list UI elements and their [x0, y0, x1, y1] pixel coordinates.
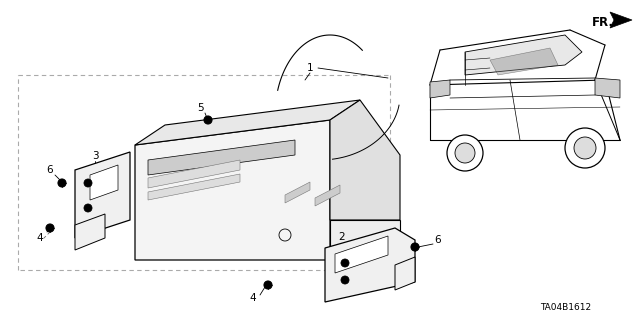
- Circle shape: [565, 128, 605, 168]
- Polygon shape: [75, 152, 130, 238]
- Polygon shape: [490, 48, 558, 75]
- Polygon shape: [465, 35, 582, 75]
- Circle shape: [84, 204, 92, 212]
- Polygon shape: [335, 236, 388, 273]
- Polygon shape: [285, 182, 310, 203]
- Text: 6: 6: [47, 165, 53, 175]
- Circle shape: [84, 179, 92, 187]
- Text: 1: 1: [307, 63, 314, 73]
- Polygon shape: [75, 214, 105, 250]
- Polygon shape: [395, 257, 415, 290]
- Polygon shape: [148, 140, 295, 175]
- Text: 3: 3: [92, 151, 99, 161]
- Polygon shape: [148, 174, 240, 200]
- Polygon shape: [90, 165, 118, 200]
- Text: 4: 4: [36, 233, 44, 243]
- Polygon shape: [330, 100, 400, 220]
- Circle shape: [447, 135, 483, 171]
- Circle shape: [574, 137, 596, 159]
- Circle shape: [264, 281, 272, 289]
- Text: 6: 6: [435, 235, 442, 245]
- Polygon shape: [135, 100, 360, 145]
- Circle shape: [341, 259, 349, 267]
- Circle shape: [411, 243, 419, 251]
- Polygon shape: [595, 78, 620, 98]
- Text: FR.: FR.: [592, 16, 614, 28]
- Polygon shape: [148, 160, 240, 188]
- Text: 4: 4: [250, 293, 256, 303]
- Polygon shape: [315, 185, 340, 206]
- Text: 2: 2: [339, 232, 346, 242]
- Polygon shape: [135, 120, 330, 260]
- Text: 5: 5: [196, 103, 204, 113]
- Circle shape: [46, 224, 54, 232]
- Circle shape: [58, 179, 66, 187]
- Polygon shape: [610, 12, 632, 28]
- Circle shape: [455, 143, 475, 163]
- Circle shape: [204, 116, 212, 124]
- Text: TA04B1612: TA04B1612: [540, 303, 591, 313]
- Polygon shape: [430, 80, 450, 98]
- Circle shape: [341, 276, 349, 284]
- Polygon shape: [330, 220, 400, 260]
- Polygon shape: [325, 228, 415, 302]
